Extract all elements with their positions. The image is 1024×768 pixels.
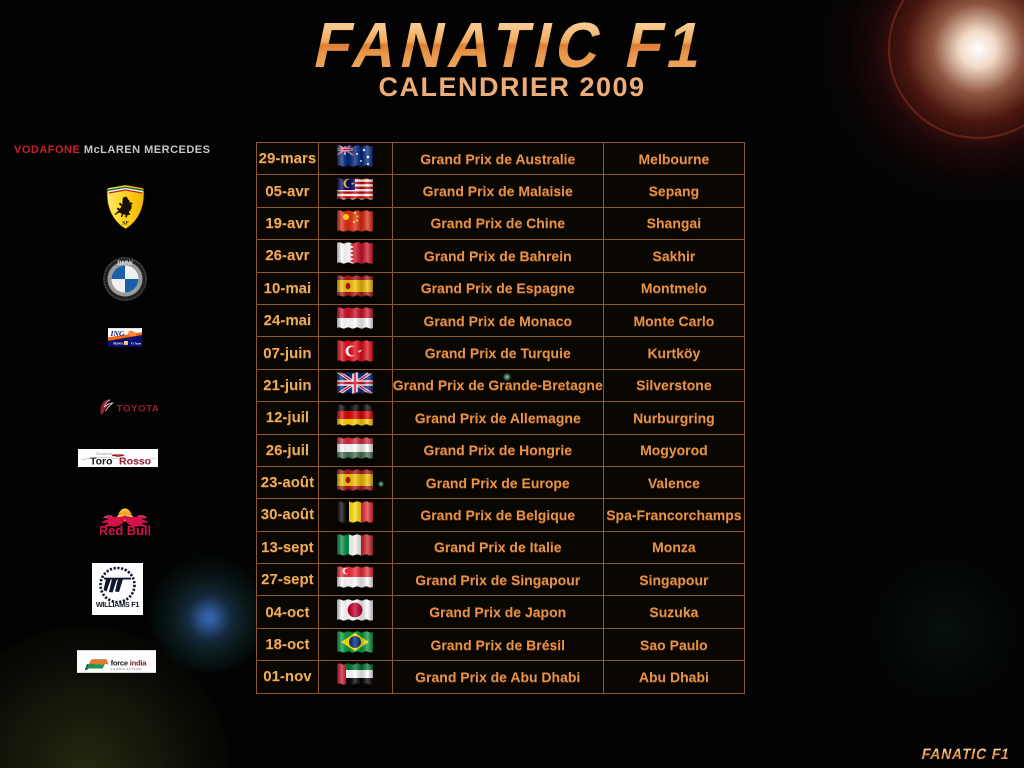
svg-text:WILLIAMS F1: WILLIAMS F1 [95, 600, 139, 609]
svg-text:ING: ING [110, 329, 125, 338]
svg-text:BMW: BMW [117, 260, 133, 267]
svg-text:SF: SF [122, 221, 129, 227]
svg-text:RENAULT: RENAULT [113, 341, 125, 345]
svg-text:TOYOTA: TOYOTA [116, 403, 157, 414]
svg-text:F1 Team: F1 Team [131, 341, 142, 345]
svg-text:force india: force india [110, 658, 147, 667]
svg-text:F O R M U L A 1 T E A M: F O R M U L A 1 T E A M [110, 667, 141, 671]
svg-text:Red Bull: Red Bull [100, 523, 150, 538]
svg-text:Rosso: Rosso [119, 456, 151, 468]
